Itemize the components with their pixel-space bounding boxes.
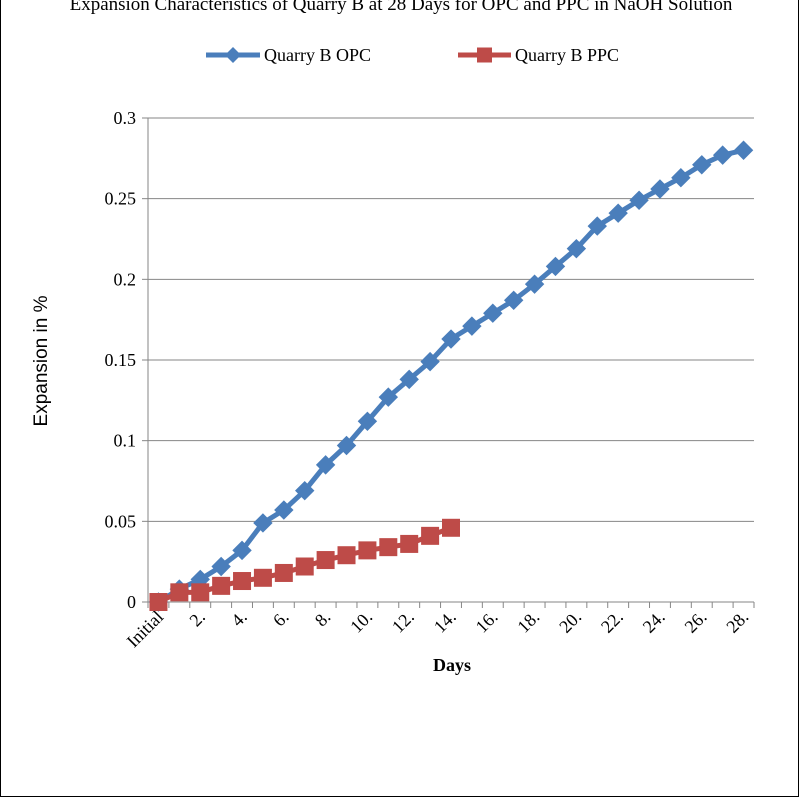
x-tick-label: 6.: [269, 607, 293, 631]
x-axis-ticks: Initial 2. 4. 6. 8. 10. 12. 14. 16. 18. 20. 22. 24. 2…: [123, 602, 755, 652]
data-point: [733, 140, 754, 160]
data-point: [524, 274, 545, 294]
data-point: [233, 572, 252, 591]
y-axis-ticks: 0 0.05 0.1 0.15 0.2 0.25 0.3: [105, 108, 148, 612]
data-point: [358, 541, 377, 560]
x-tick-label: 18.: [513, 607, 543, 637]
data-point: [462, 316, 482, 336]
x-tick-label: 8.: [311, 607, 335, 631]
data-point: [379, 538, 398, 557]
x-tick-label: 28.: [722, 607, 752, 637]
data-point: [336, 435, 357, 456]
data-point: [295, 480, 315, 501]
x-tick-label: 24.: [639, 607, 669, 637]
y-tick-label: 0.1: [114, 431, 137, 451]
y-tick-label: 0.05: [105, 511, 137, 531]
data-point: [191, 583, 210, 602]
data-point: [400, 534, 419, 553]
data-point: [420, 351, 440, 372]
y-axis-title: Expansion in %: [31, 295, 52, 426]
y-tick-label: 0.25: [105, 189, 137, 209]
legend-label: Quarry B PPC: [515, 45, 619, 65]
series-quarry-b-ppc: [149, 518, 460, 611]
data-point: [692, 155, 712, 175]
data-point: [232, 540, 252, 561]
data-point: [315, 455, 336, 475]
x-tick-label: 12.: [388, 607, 418, 637]
data-point: [253, 513, 273, 533]
data-point: [566, 238, 587, 259]
x-tick-label: 26.: [681, 607, 711, 637]
gridlines: [148, 117, 754, 522]
data-point: [503, 290, 524, 311]
data-point: [650, 179, 670, 199]
x-tick-label: 10.: [346, 607, 376, 637]
x-tick-label: 14.: [430, 607, 460, 637]
x-tick-label: Initial: [123, 607, 168, 652]
data-point: [295, 557, 314, 576]
legend: Quarry B OPC Quarry B PPC: [206, 45, 619, 65]
x-tick-label: 2.: [185, 607, 209, 631]
x-tick-label: 4.: [227, 607, 251, 631]
data-point: [211, 556, 231, 577]
x-axis-title: Days: [433, 655, 471, 675]
data-point: [274, 563, 293, 582]
data-point: [442, 518, 460, 537]
y-tick-label: 0.15: [105, 350, 137, 370]
legend-item: Quarry B PPC: [458, 45, 619, 65]
x-tick-label: 16.: [472, 607, 502, 637]
data-point: [253, 568, 272, 587]
legend-marker: [477, 47, 492, 63]
data-point: [608, 203, 628, 223]
data-point: [629, 190, 649, 210]
x-tick-label: 22.: [597, 607, 627, 637]
data-point: [399, 369, 419, 390]
data-point: [357, 411, 378, 432]
series-quarry-b-opc: [148, 140, 754, 612]
data-point: [212, 576, 231, 595]
legend-item: Quarry B OPC: [206, 45, 371, 65]
data-point: [337, 546, 356, 565]
data-point: [378, 387, 399, 407]
data-point: [274, 500, 294, 520]
series-group: [148, 140, 754, 612]
data-point: [149, 593, 168, 611]
data-point: [421, 526, 440, 545]
data-point: [316, 551, 335, 570]
data-point: [483, 303, 503, 323]
y-tick-label: 0: [127, 592, 136, 612]
figure-caption: Expansion Characteristics of Quarry B at…: [69, 0, 733, 15]
data-point: [441, 329, 461, 349]
y-tick-label: 0.2: [114, 269, 137, 289]
data-point: [671, 167, 691, 188]
data-point: [587, 216, 607, 236]
legend-label: Quarry B OPC: [264, 45, 371, 65]
x-tick-label: 20.: [555, 607, 585, 637]
legend-marker: [225, 47, 241, 63]
y-tick-label: 0.3: [114, 108, 137, 128]
data-point: [170, 583, 189, 602]
data-point: [712, 145, 733, 165]
data-point: [545, 256, 566, 277]
